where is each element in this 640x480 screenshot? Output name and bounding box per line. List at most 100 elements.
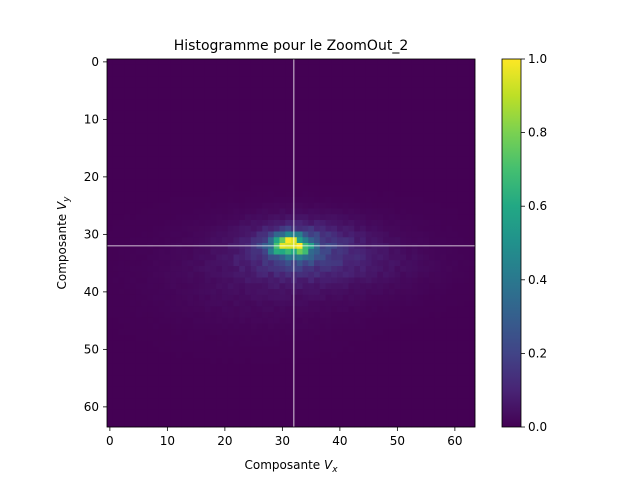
heatmap-cell (112, 358, 119, 364)
heatmap-cell (314, 174, 320, 180)
heatmap-cell (273, 225, 280, 232)
heatmap-cell (342, 248, 349, 255)
heatmap-cell (187, 335, 194, 341)
heatmap-cell (296, 404, 303, 410)
heatmap-cell (250, 317, 257, 324)
heatmap-cell (314, 335, 320, 341)
heatmap-cell (222, 421, 228, 428)
heatmap-cell (112, 421, 119, 428)
heatmap-cell (210, 381, 217, 387)
heatmap-cell (296, 283, 303, 290)
heatmap-cell (434, 122, 441, 129)
heatmap-cell (239, 335, 246, 341)
heatmap-cell (262, 363, 269, 370)
heatmap-cell (337, 99, 343, 106)
heatmap-cell (354, 375, 361, 382)
heatmap-cell (268, 162, 274, 169)
heatmap-cell (124, 317, 131, 324)
heatmap-cell (187, 317, 194, 324)
heatmap-cell (135, 156, 142, 163)
heatmap-cell (233, 254, 240, 261)
heatmap-cell (434, 271, 441, 278)
heatmap-cell (147, 231, 154, 238)
heatmap-cell (170, 116, 177, 123)
heatmap-cell (279, 156, 286, 163)
heatmap-cell (365, 70, 372, 77)
heatmap-cell (434, 168, 441, 175)
heatmap-cell (193, 133, 200, 140)
heatmap-cell (141, 70, 148, 77)
heatmap-cell (216, 392, 223, 399)
heatmap-cell (256, 87, 263, 94)
heatmap-cell (239, 375, 246, 382)
heatmap-cell (365, 214, 372, 221)
heatmap-cell (107, 162, 113, 169)
heatmap-cell (285, 162, 292, 169)
heatmap-cell (285, 168, 292, 175)
heatmap-cell (423, 415, 430, 422)
heatmap-cell (107, 202, 113, 209)
heatmap-cell (124, 369, 131, 376)
heatmap-cell (452, 191, 458, 198)
heatmap-cell (193, 179, 200, 186)
heatmap-cell (227, 329, 234, 336)
heatmap-cell (239, 87, 246, 94)
heatmap-cell (406, 174, 412, 180)
heatmap-cell (388, 283, 395, 290)
heatmap-cell (245, 254, 251, 261)
heatmap-cell (452, 346, 458, 353)
heatmap-cell (268, 82, 274, 88)
heatmap-cell (124, 392, 131, 399)
heatmap-cell (314, 93, 320, 100)
heatmap-cell (199, 415, 205, 422)
heatmap-cell (394, 208, 401, 215)
heatmap-cell (164, 116, 171, 123)
heatmap-cell (227, 59, 234, 65)
heatmap-cell (107, 156, 113, 163)
heatmap-cell (319, 266, 326, 272)
heatmap-cell (107, 179, 113, 186)
heatmap-cell (394, 179, 401, 186)
heatmap-cell (348, 317, 355, 324)
heatmap-cell (296, 386, 303, 393)
heatmap-cell (314, 248, 320, 255)
heatmap-cell (354, 421, 361, 428)
heatmap-cell (383, 386, 389, 393)
heatmap-cell (141, 179, 148, 186)
heatmap-cell (394, 317, 401, 324)
heatmap-cell (314, 415, 320, 422)
heatmap-cell (365, 237, 372, 244)
heatmap-cell (193, 139, 200, 146)
heatmap-cell (135, 329, 142, 336)
heatmap-cell (245, 266, 251, 272)
heatmap-cell (216, 87, 223, 94)
heatmap-cell (377, 133, 384, 140)
heatmap-cell (273, 392, 280, 399)
heatmap-cell (429, 122, 435, 129)
heatmap-cell (440, 277, 447, 284)
heatmap-cell (216, 162, 223, 169)
heatmap-cell (388, 237, 395, 244)
heatmap-cell (107, 64, 113, 71)
heatmap-cell (273, 260, 280, 267)
heatmap-cell (199, 208, 205, 215)
heatmap-cell (446, 110, 453, 117)
heatmap-cell (227, 139, 234, 146)
heatmap-cell (187, 105, 194, 111)
heatmap-cell (469, 409, 476, 416)
heatmap-cell (446, 162, 453, 169)
heatmap-cell (342, 294, 349, 301)
heatmap-cell (302, 317, 309, 324)
heatmap-cell (342, 340, 349, 347)
heatmap-cell (245, 202, 251, 209)
heatmap-cell (176, 300, 182, 307)
heatmap-cell (130, 64, 136, 71)
heatmap-cell (170, 375, 177, 382)
heatmap-cell (440, 323, 447, 330)
heatmap-cell (423, 289, 430, 295)
heatmap-cell (112, 133, 119, 140)
heatmap-cell (331, 179, 338, 186)
heatmap-cell (365, 248, 372, 255)
heatmap-cell (181, 139, 188, 146)
heatmap-cell (371, 254, 378, 261)
